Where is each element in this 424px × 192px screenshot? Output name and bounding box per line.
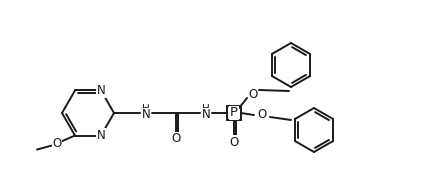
Text: N: N: [97, 84, 106, 97]
Text: O: O: [53, 137, 61, 150]
Text: H: H: [142, 104, 150, 114]
Text: N: N: [202, 108, 210, 122]
Text: H: H: [202, 104, 210, 114]
Text: O: O: [257, 108, 267, 122]
Text: O: O: [229, 136, 239, 148]
FancyBboxPatch shape: [227, 106, 241, 120]
Text: N: N: [142, 108, 151, 122]
Text: O: O: [171, 132, 181, 146]
Text: O: O: [248, 88, 258, 100]
Text: P: P: [230, 107, 238, 119]
Text: N: N: [97, 129, 106, 142]
